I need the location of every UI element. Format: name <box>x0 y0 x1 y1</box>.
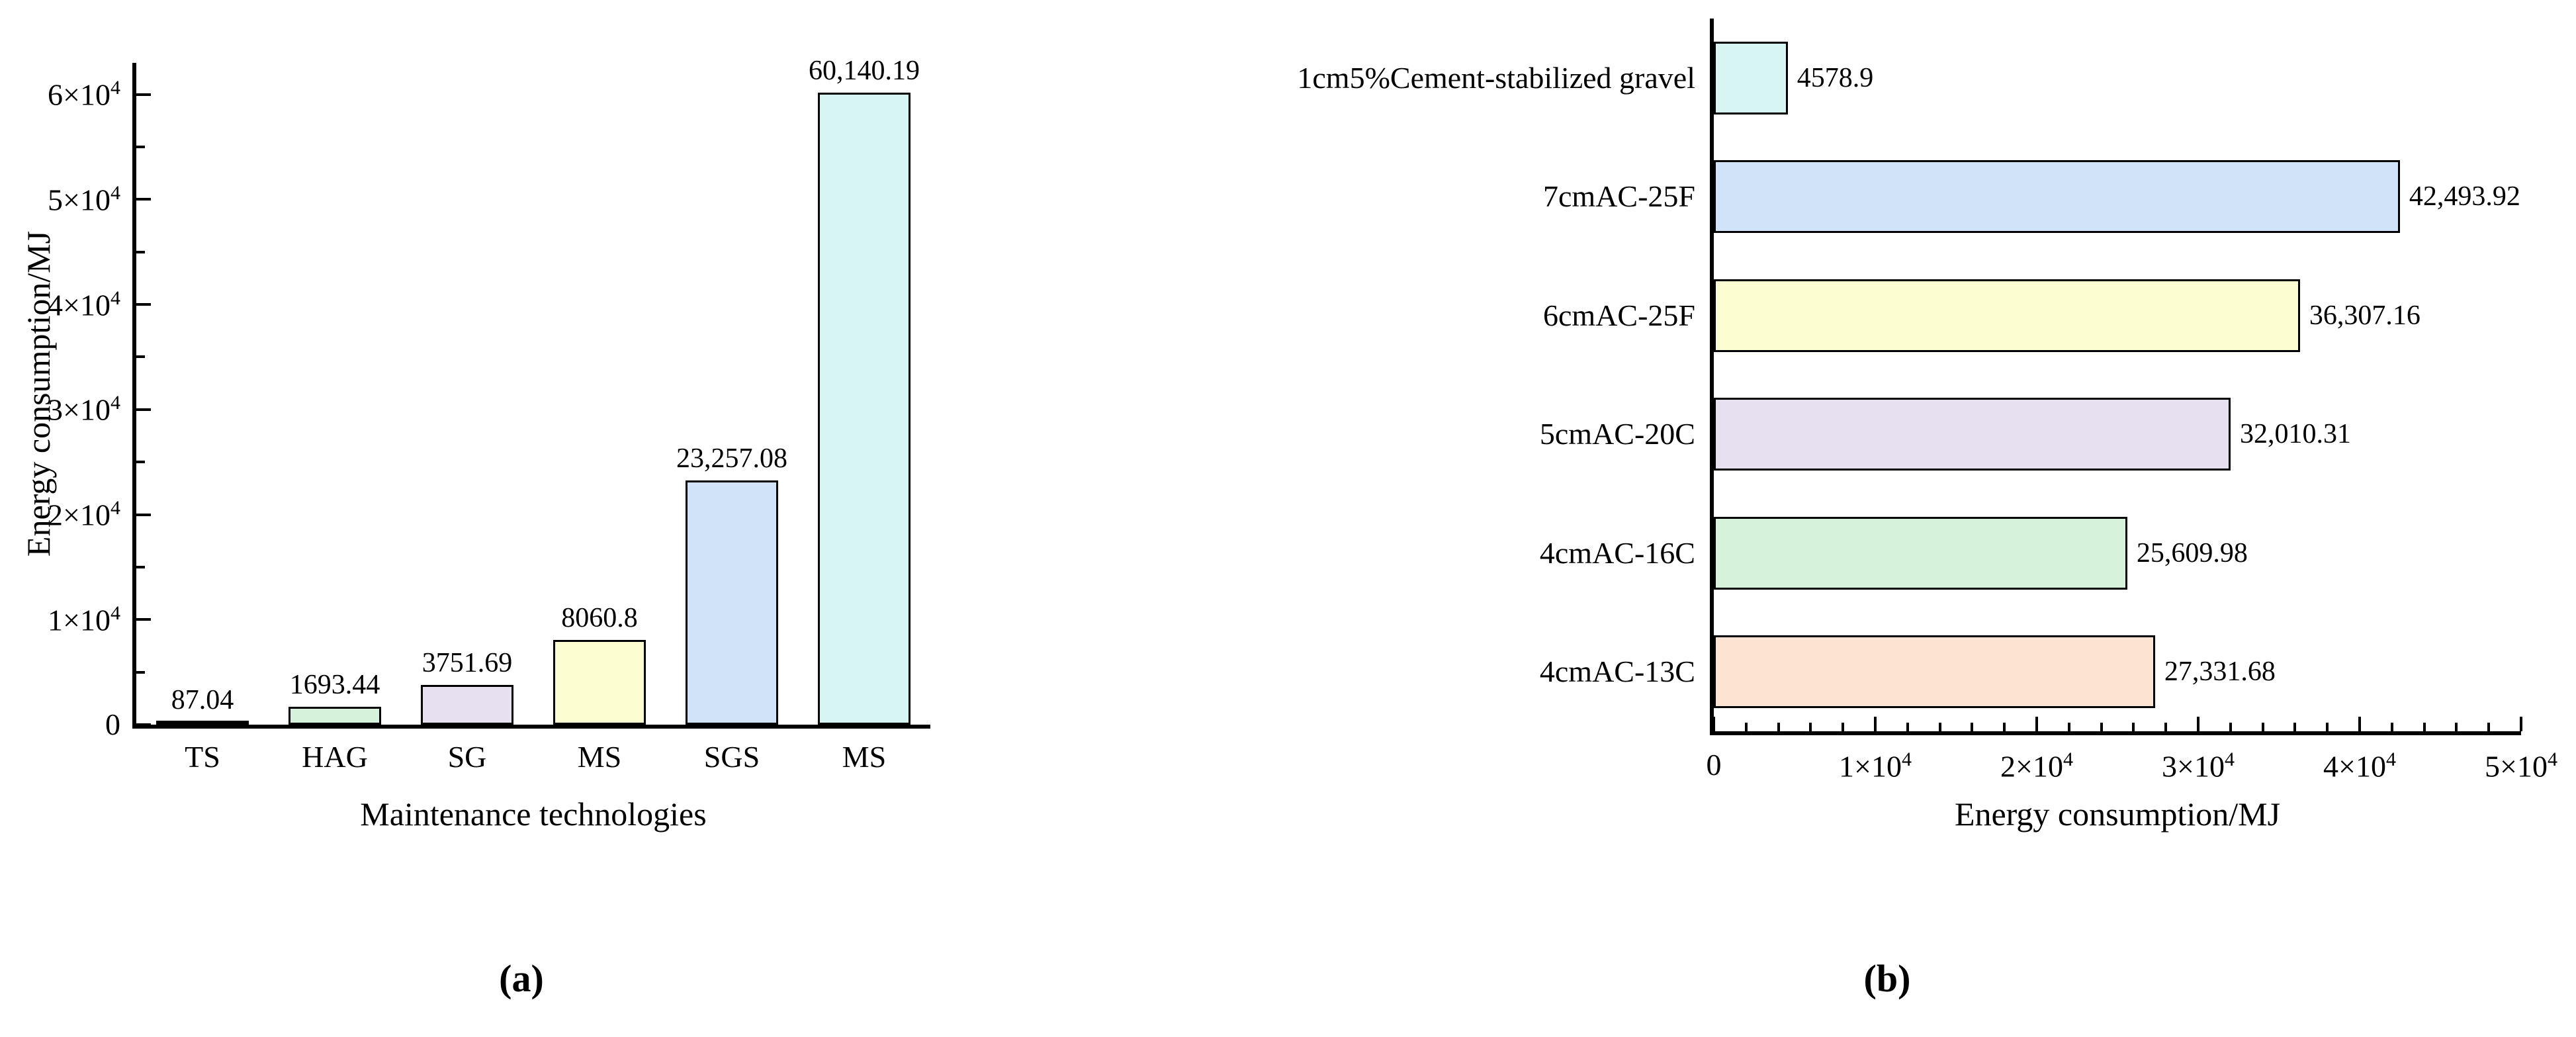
x-axis-minor-tick <box>1906 723 1909 731</box>
y-axis-major-tick <box>136 618 151 621</box>
bar <box>421 685 513 725</box>
bar-value-label: 8060.8 <box>561 603 638 634</box>
y-axis-minor-tick <box>136 461 145 464</box>
bar-value-label: 23,257.08 <box>676 443 787 474</box>
x-axis-major-tick <box>2197 717 2199 731</box>
x-axis-tick-label: 4×104 <box>2323 748 2396 784</box>
x-axis-minor-tick <box>1938 723 1941 731</box>
bar-value-label: 36,307.16 <box>2309 300 2421 331</box>
bar <box>156 721 249 725</box>
x-axis-category-label: MS <box>842 740 887 774</box>
x-axis-minor-tick <box>1971 723 1974 731</box>
x-axis-minor-tick <box>2261 723 2264 731</box>
bar <box>1714 516 2127 590</box>
bar <box>1714 279 2300 352</box>
x-axis-minor-tick <box>2455 723 2458 731</box>
y-axis-minor-tick <box>136 355 145 359</box>
bar-value-label: 27,331.68 <box>2164 656 2276 688</box>
x-axis-minor-tick <box>2293 723 2297 731</box>
x-axis-minor-tick <box>2422 723 2426 731</box>
x-axis-tick-label: 0 <box>1706 748 1722 782</box>
bar <box>686 480 778 725</box>
panel-b-caption: (b) <box>1863 957 1911 1000</box>
panel-b-plot: 0 1×104 2×104 3×104 4×104 5×104 4578.9 1cm5%Cem… <box>1297 19 2557 782</box>
y-axis-category-label: 6cmAC-25F <box>1543 298 1695 332</box>
x-axis-minor-tick <box>1809 723 1812 731</box>
x-axis-major-tick <box>2520 717 2522 731</box>
bar-value-label: 60,140.19 <box>809 56 920 87</box>
y-axis-tick-label: 6×104 <box>48 77 120 112</box>
y-axis-major-tick <box>136 723 151 726</box>
y-axis-tick-label: 1×104 <box>48 602 120 637</box>
bar <box>818 93 910 725</box>
x-axis-major-tick <box>1712 717 1715 731</box>
y-axis-minor-tick <box>136 250 145 253</box>
y-axis-category-label: 4cmAC-13C <box>1539 654 1695 689</box>
x-axis-minor-tick <box>2132 723 2135 731</box>
x-axis-minor-tick <box>2164 723 2168 731</box>
y-axis-tick-label: 2×104 <box>48 497 120 532</box>
bar <box>553 640 646 725</box>
y-axis-major-tick <box>136 303 151 306</box>
y-axis-category-label: 4cmAC-16C <box>1539 535 1695 570</box>
x-axis-tick-label: 5×104 <box>2485 748 2557 784</box>
y-axis-tick-label: 4×104 <box>48 287 120 322</box>
bar-value-label: 4578.9 <box>1797 62 1874 93</box>
y-axis-minor-tick <box>136 670 145 674</box>
x-axis-major-tick <box>1874 717 1877 731</box>
bar <box>1714 635 2155 709</box>
panel-a-plot: 0 1×104 2×104 3×104 4×104 5×104 6×104 87.04 TS 16… <box>48 57 930 772</box>
y-axis-minor-tick <box>136 565 145 568</box>
y-axis-minor-tick <box>136 145 145 148</box>
x-axis-minor-tick <box>2390 723 2393 731</box>
x-axis-category-label: HAG <box>302 740 368 774</box>
x-axis-category-label: MS <box>577 740 622 774</box>
x-axis-tick-label: 2×104 <box>2000 748 2073 784</box>
panel-b-x-axis-title: Energy consumption/MJ <box>1954 795 2281 833</box>
x-axis-major-tick <box>2358 717 2361 731</box>
bar-value-label: 25,609.98 <box>2136 537 2248 568</box>
bar-value-label: 3751.69 <box>422 648 513 679</box>
bar-value-label: 42,493.92 <box>2409 181 2520 212</box>
y-axis-category-label: 5cmAC-20C <box>1539 417 1695 451</box>
y-axis-tick-label: 5×104 <box>48 182 120 217</box>
x-axis-minor-tick <box>2487 723 2491 731</box>
x-axis-minor-tick <box>2003 723 2006 731</box>
x-axis-minor-tick <box>2326 723 2329 731</box>
y-axis-category-label: 7cmAC-25F <box>1543 179 1695 214</box>
x-axis-category-label: SG <box>447 740 487 774</box>
x-axis-tick-label: 1×104 <box>1839 748 1912 784</box>
x-axis-minor-tick <box>1777 723 1780 731</box>
bar <box>1714 160 2400 234</box>
y-axis-major-tick <box>136 198 151 201</box>
x-axis-minor-tick <box>1744 723 1748 731</box>
bar-value-label: 87.04 <box>171 685 234 715</box>
panel-a-x-axis-title: Maintenance technologies <box>360 795 707 833</box>
y-axis-tick-label: 3×104 <box>48 392 120 427</box>
bar-value-label: 32,010.31 <box>2240 419 2352 450</box>
bar <box>1714 41 1788 114</box>
x-axis-minor-tick <box>2067 723 2070 731</box>
x-axis-category-label: SGS <box>703 740 760 774</box>
bar-value-label: 1693.44 <box>289 670 380 701</box>
x-axis-minor-tick <box>2100 723 2103 731</box>
y-axis-major-tick <box>136 93 151 96</box>
panel-a-caption: (a) <box>499 957 544 1000</box>
x-axis-category-label: TS <box>185 740 220 774</box>
y-axis-category-label: 1cm5%Cement-stabilized gravel <box>1297 60 1695 95</box>
x-axis-minor-tick <box>1842 723 1845 731</box>
bar <box>1714 398 2231 471</box>
y-axis-major-tick <box>136 513 151 516</box>
y-axis-tick-label: 0 <box>105 707 120 741</box>
x-axis-minor-tick <box>2229 723 2232 731</box>
x-axis-major-tick <box>2035 717 2038 731</box>
bar <box>289 707 381 725</box>
x-axis-tick-label: 3×104 <box>2162 748 2235 784</box>
y-axis-major-tick <box>136 408 151 411</box>
